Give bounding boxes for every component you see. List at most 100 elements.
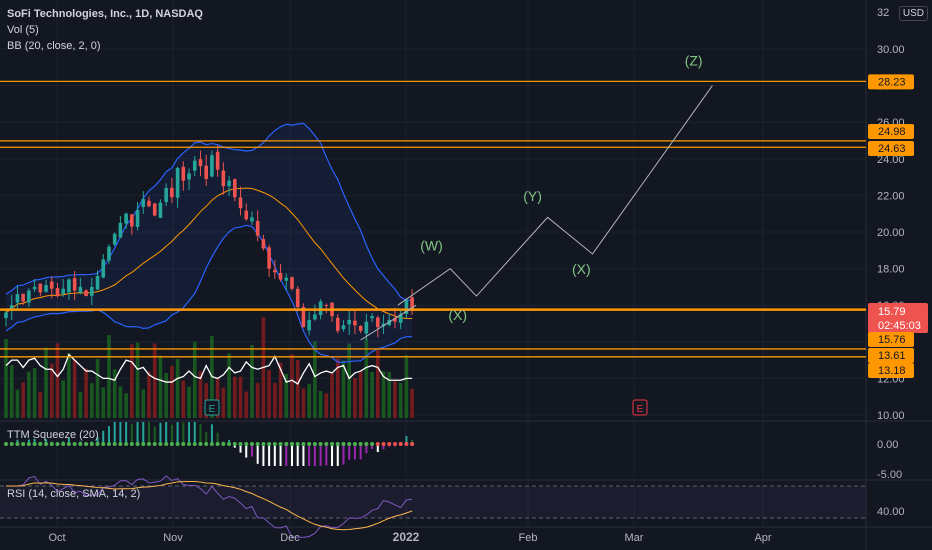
squeeze-histogram-bar (348, 444, 351, 460)
squeeze-dot (15, 442, 20, 446)
time-axis[interactable]: Oct Nov Dec 2022 Feb Mar Apr (48, 530, 771, 544)
squeeze-histogram-bar (142, 422, 145, 444)
squeeze-dot (301, 442, 306, 446)
volume-bar (295, 360, 300, 418)
currency-button[interactable]: USD (898, 6, 928, 21)
time-tick-label: Apr (754, 532, 771, 544)
last-price-label (868, 303, 928, 333)
ttm-squeeze-pane[interactable]: 0.00 -5.00 (4, 422, 902, 481)
squeeze-histogram-bar (228, 439, 231, 444)
volume-bar (398, 382, 403, 418)
volume-bar (44, 347, 48, 418)
candle-body (261, 239, 266, 249)
volume-bar (147, 371, 151, 418)
squeeze-dot (164, 442, 169, 446)
volume-bar (38, 391, 43, 418)
candle-body (78, 286, 83, 293)
price-tick-label: 30.00 (877, 44, 905, 56)
volume-bar (244, 391, 249, 418)
level-price-value: 13.61 (878, 350, 906, 362)
candle-body (124, 213, 128, 224)
squeeze-dot (118, 442, 123, 446)
squeeze-histogram-bar (107, 426, 110, 444)
squeeze-histogram-bar (262, 444, 265, 466)
wave-label: (Z) (685, 52, 703, 68)
candle-body (84, 290, 88, 297)
price-tick-label: 24.00 (877, 154, 905, 166)
squeeze-dot (387, 442, 392, 446)
rsi-label[interactable]: RSI (14, close, SMA, 14, 2) (7, 488, 141, 500)
squeeze-dot (347, 442, 352, 446)
squeeze-histogram-bar (302, 444, 305, 466)
candle-body (335, 317, 340, 331)
time-tick-label: Nov (163, 532, 183, 544)
candle-body (112, 233, 117, 245)
squeeze-dot (318, 442, 323, 446)
candle-body (398, 314, 403, 323)
squeeze-dot (375, 442, 380, 446)
candle-body (90, 286, 94, 296)
volume-bar (27, 371, 31, 418)
earnings-marker (632, 399, 648, 416)
squeeze-dot (255, 442, 260, 446)
rsi-pane[interactable]: 40.00 (0, 475, 905, 538)
volume-bar (170, 365, 174, 418)
volume-bar (72, 359, 77, 418)
level-price-label (868, 363, 914, 378)
volume-indicator-label[interactable]: Vol (5) (7, 24, 39, 36)
squeeze-dot (209, 442, 214, 446)
candle-body (141, 199, 146, 207)
candle-body (130, 214, 134, 227)
candle-body (227, 180, 231, 187)
squeeze-histogram-bar (376, 444, 379, 453)
candle-body (21, 293, 25, 302)
squeeze-histogram-bar (268, 444, 271, 466)
bollinger-upper-band (5, 122, 413, 301)
level-price-value: 24.98 (878, 126, 906, 138)
ttm-squeeze-label[interactable]: TTM Squeeze (20) (7, 429, 99, 441)
squeeze-histogram-bar (273, 444, 276, 466)
candle-body (358, 325, 363, 331)
rsi-line (6, 475, 413, 538)
volume-bar (335, 358, 340, 418)
candle-body (353, 320, 357, 326)
candle-body (233, 179, 237, 198)
squeeze-dot (106, 442, 111, 446)
candle-body (107, 246, 111, 261)
volume-bar (61, 380, 65, 418)
volume-bar (313, 341, 317, 418)
candle-body (135, 210, 140, 227)
symbol-title[interactable]: SoFi Technologies, Inc., 1D, NASDAQ (7, 8, 203, 20)
squeeze-histogram-bar (319, 444, 322, 466)
squeeze-dot (244, 442, 249, 446)
squeeze-histogram-bar (365, 444, 368, 454)
candle-body (15, 294, 20, 303)
squeeze-histogram-bar (176, 422, 179, 444)
squeeze-dot (261, 442, 266, 446)
squeeze-dot (381, 442, 386, 446)
candle-body (364, 321, 369, 334)
squeeze-dot (192, 442, 197, 446)
candle-body (164, 188, 168, 202)
squeeze-dot (272, 442, 277, 446)
bollinger-indicator-label[interactable]: BB (20, close, 2, 0) (7, 40, 101, 52)
candle-body (290, 277, 294, 289)
squeeze-dot (404, 442, 409, 446)
volume-bar (107, 335, 111, 418)
candle-body (38, 283, 43, 293)
squeeze-dot (112, 442, 117, 446)
level-price-label (868, 348, 914, 363)
volume-bar (238, 376, 243, 418)
countdown-label: 02:45:03 (878, 320, 921, 332)
squeeze-dot (204, 442, 209, 446)
volume-bar (67, 353, 71, 418)
price-pane[interactable]: (W) (X) (Y) (X) (Z) E E (0, 52, 866, 418)
squeeze-dot (147, 442, 151, 446)
volume-bar (370, 371, 374, 418)
volume-bar (15, 389, 20, 418)
candle-body (313, 314, 317, 320)
candle-body (101, 259, 106, 278)
squeeze-dot (370, 442, 375, 446)
price-axis[interactable]: 30.0028.0026.0024.0022.0020.0018.0016.00… (868, 7, 928, 422)
